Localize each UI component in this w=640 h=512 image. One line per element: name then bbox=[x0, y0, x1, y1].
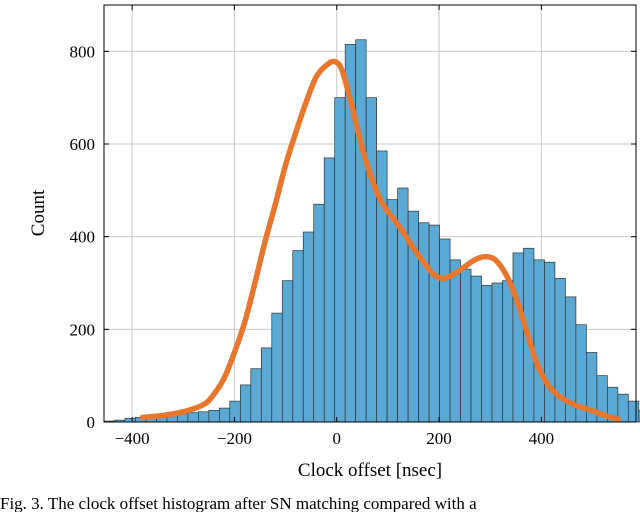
histogram-bar bbox=[250, 368, 262, 423]
x-tick-label: −200 bbox=[217, 429, 252, 448]
density-curve bbox=[139, 58, 621, 422]
y-tick-label: 600 bbox=[70, 135, 96, 154]
y-tick-label: 0 bbox=[87, 413, 96, 432]
histogram-bar bbox=[292, 250, 304, 423]
y-tick-label: 400 bbox=[70, 228, 96, 247]
histogram-bar bbox=[502, 280, 514, 423]
histogram-bar bbox=[481, 284, 493, 423]
histogram-bar bbox=[491, 282, 503, 423]
histogram-bar bbox=[355, 39, 367, 423]
histogram-bar bbox=[323, 157, 336, 423]
x-tick-label: 200 bbox=[426, 429, 452, 448]
histogram-bar bbox=[386, 199, 398, 423]
histogram-bar bbox=[533, 259, 545, 423]
histogram-bar bbox=[544, 261, 556, 423]
y-tick-label: 200 bbox=[70, 320, 96, 339]
histogram-bar bbox=[470, 275, 482, 423]
histogram-bar bbox=[460, 268, 472, 423]
histogram-bar bbox=[428, 224, 440, 423]
histogram-bar bbox=[281, 280, 294, 423]
histogram-bar bbox=[198, 411, 210, 423]
histogram-bar bbox=[439, 238, 451, 423]
histogram-bar bbox=[208, 410, 220, 423]
histogram-bars bbox=[103, 39, 640, 423]
histogram-bar bbox=[313, 203, 325, 423]
axis-ticks: −400 −200 0 200 400 0 200 400 600 800 bbox=[70, 5, 636, 448]
y-tick-label: 800 bbox=[70, 42, 96, 61]
histogram-bar bbox=[229, 400, 241, 423]
histogram-bar bbox=[638, 410, 640, 423]
y-axis-label: Count bbox=[28, 189, 49, 236]
histogram-bar bbox=[219, 407, 231, 423]
histogram-bar bbox=[334, 97, 346, 423]
figure-caption: Fig. 3. The clock offset histogram after… bbox=[0, 494, 477, 512]
histogram-bar bbox=[271, 312, 283, 423]
histogram-bar bbox=[449, 259, 461, 423]
histogram-bar bbox=[365, 97, 377, 423]
histogram-bar bbox=[124, 417, 136, 423]
x-axis-label: Clock offset [nsec] bbox=[298, 460, 442, 481]
plot-frame bbox=[103, 4, 637, 423]
histogram-bar bbox=[418, 222, 430, 423]
x-tick-label: 0 bbox=[333, 429, 342, 448]
histogram-bar bbox=[302, 231, 315, 423]
x-tick-label: −400 bbox=[115, 429, 150, 448]
histogram-bar bbox=[512, 252, 524, 423]
histogram-bar bbox=[239, 384, 252, 423]
histogram-chart: −400 −200 0 200 400 0 200 400 600 800 Clock offse… bbox=[28, 4, 640, 481]
histogram-bar bbox=[627, 400, 640, 423]
histogram-bar bbox=[260, 347, 273, 423]
histogram-bar bbox=[187, 412, 199, 423]
x-tick-label: 400 bbox=[529, 429, 555, 448]
